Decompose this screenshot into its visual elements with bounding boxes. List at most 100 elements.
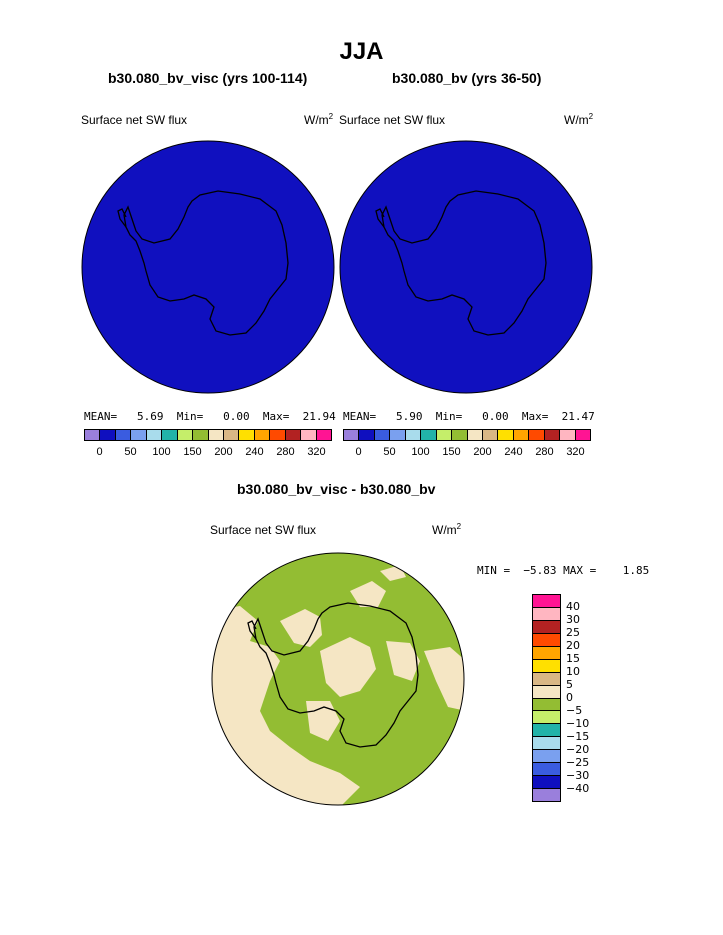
colorbar-swatch xyxy=(239,430,255,440)
min-label: Min= xyxy=(435,410,463,423)
colorbar-swatch xyxy=(533,659,560,673)
antarctic-peninsula xyxy=(247,620,257,640)
negative-region xyxy=(212,606,360,805)
colorbar-swatch xyxy=(316,430,331,440)
colorbar-tick-label: 200 xyxy=(473,446,492,458)
map-left xyxy=(81,140,335,394)
mean-value: 5.69 xyxy=(137,410,164,423)
colorbar-swatch xyxy=(533,620,560,634)
colorbar-swatch xyxy=(285,430,302,440)
colorbar-tick-label: 50 xyxy=(383,446,396,458)
colorbar-swatch xyxy=(254,430,271,440)
min-label: Min= xyxy=(176,410,204,423)
colorbar-swatch xyxy=(575,430,590,440)
colorbar-swatch xyxy=(533,711,560,725)
colorbar-level-label: 20 xyxy=(566,639,580,652)
colorbar-tick-label: 280 xyxy=(276,446,295,458)
colorbar-swatch xyxy=(162,430,178,440)
panel-left-units: W/m2 xyxy=(304,112,334,128)
colorbar-tick-label: 240 xyxy=(504,446,523,458)
diff-heading: b30.080_bv_visc - b30.080_bv xyxy=(237,481,436,497)
colorbar-swatch xyxy=(533,750,560,764)
colorbar-swatch xyxy=(533,633,560,647)
colorbar-swatch xyxy=(533,672,560,686)
negative-region xyxy=(320,637,376,697)
colorbar-swatch xyxy=(177,430,194,440)
map-difference xyxy=(211,552,465,806)
colorbar-swatch xyxy=(405,430,422,440)
panel-right-variable: Surface net SW flux xyxy=(339,113,446,127)
diff-min-value: −5.83 xyxy=(523,564,557,577)
antarctic-peninsula xyxy=(117,208,127,228)
colorbar-swatch xyxy=(359,430,375,440)
colorbar-swatch xyxy=(374,430,391,440)
diff-max-value: 1.85 xyxy=(622,564,650,577)
antarctic-peninsula xyxy=(375,208,385,228)
min-value: 0.00 xyxy=(223,410,250,423)
colorbar-level-label: −10 xyxy=(566,717,590,730)
colorbar-left xyxy=(84,429,332,441)
colorbar-swatch xyxy=(270,430,286,440)
colorbar-swatch xyxy=(452,430,468,440)
colorbar-tick-label: 200 xyxy=(214,446,233,458)
antarctica-coastline xyxy=(381,190,547,336)
panel-left-stats: MEAN= 5.69 Min= 0.00 Max= 21.94 xyxy=(84,410,336,423)
negative-region xyxy=(230,647,248,665)
colorbar-swatch xyxy=(208,430,224,440)
ocean-disk xyxy=(339,140,593,394)
colorbar-swatch xyxy=(533,776,560,790)
colorbar-swatch xyxy=(131,430,147,440)
diff-variable: Surface net SW flux xyxy=(210,523,317,537)
antarctica-coastline xyxy=(123,190,289,336)
colorbar-tick-label: 100 xyxy=(411,446,430,458)
colorbar-right xyxy=(343,429,591,441)
panel-right-units: W/m2 xyxy=(564,112,594,128)
panel-left-heading: b30.080_bv_visc (yrs 100-114) xyxy=(108,70,308,86)
ocean-disk xyxy=(81,140,335,394)
colorbar-swatch xyxy=(533,789,560,801)
mean-label: MEAN= xyxy=(84,410,118,423)
colorbar-level-label: 15 xyxy=(566,652,580,665)
diff-min-label: MIN = xyxy=(477,564,511,577)
colorbar-level-label: 40 xyxy=(566,600,580,613)
colorbar-tick-label: 0 xyxy=(96,446,103,458)
colorbar-swatch xyxy=(533,737,560,751)
colorbar-swatch xyxy=(467,430,483,440)
colorbar-level-label: 5 xyxy=(566,678,573,691)
negative-region xyxy=(424,647,464,711)
colorbar-level-label: −25 xyxy=(566,756,590,769)
map-right xyxy=(339,140,593,394)
colorbar-swatch xyxy=(85,430,101,440)
colorbar-swatch xyxy=(223,430,240,440)
colorbar-swatch xyxy=(513,430,530,440)
colorbar-swatch xyxy=(533,724,560,738)
colorbar-swatch xyxy=(436,430,453,440)
negative-region xyxy=(350,581,386,607)
colorbar-level-label: −30 xyxy=(566,769,590,782)
max-value: 21.47 xyxy=(561,410,595,423)
colorbar-swatch xyxy=(533,763,560,777)
colorbar-swatch xyxy=(533,607,560,621)
colorbar-level-label: −5 xyxy=(566,704,583,717)
colorbar-swatch xyxy=(533,685,560,699)
colorbar-swatch xyxy=(529,430,545,440)
max-value: 21.94 xyxy=(302,410,336,423)
colorbar-tick-label: 320 xyxy=(566,446,585,458)
colorbar-level-label: −40 xyxy=(566,782,590,795)
diff-units: W/m2 xyxy=(432,522,462,538)
max-label: Max= xyxy=(262,410,290,423)
colorbar-level-label: 30 xyxy=(566,613,580,626)
colorbar-tick-label: 240 xyxy=(245,446,264,458)
colorbar-level-label: 25 xyxy=(566,626,580,639)
panel-right-stats: MEAN= 5.90 Min= 0.00 Max= 21.47 xyxy=(343,410,595,423)
colorbar-swatch xyxy=(533,646,560,660)
colorbar-level-label: 0 xyxy=(566,691,573,704)
colorbar-swatch xyxy=(344,430,360,440)
mean-label: MEAN= xyxy=(343,410,377,423)
colorbar-swatch xyxy=(482,430,499,440)
page-title: JJA xyxy=(339,38,384,65)
colorbar-tick-label: 100 xyxy=(152,446,171,458)
colorbar-swatch xyxy=(193,430,209,440)
colorbar-swatch xyxy=(560,430,576,440)
antarctica-coastline xyxy=(253,602,419,748)
